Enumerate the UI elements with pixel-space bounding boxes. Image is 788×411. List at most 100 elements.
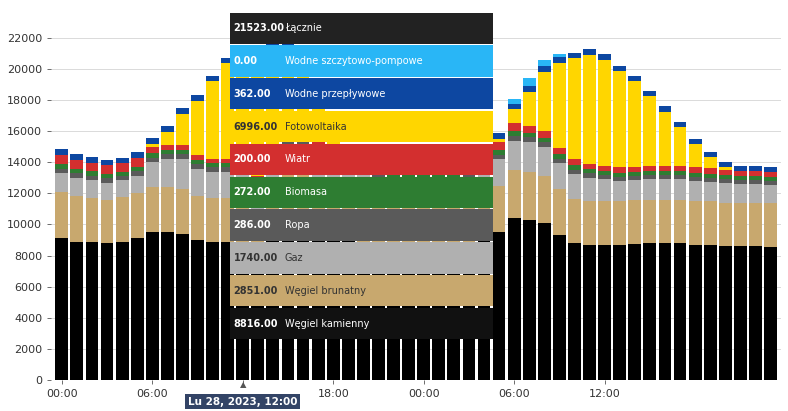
Bar bbox=[689, 167, 701, 173]
FancyBboxPatch shape bbox=[230, 275, 492, 306]
Bar bbox=[236, 171, 249, 199]
Bar bbox=[507, 99, 521, 104]
Text: ▲: ▲ bbox=[240, 380, 246, 389]
Bar bbox=[101, 166, 113, 174]
Bar bbox=[568, 165, 581, 169]
Bar bbox=[613, 173, 626, 177]
Bar bbox=[266, 48, 279, 153]
Bar bbox=[749, 203, 762, 246]
Bar bbox=[522, 133, 536, 137]
Bar bbox=[749, 246, 762, 380]
Bar bbox=[538, 175, 551, 223]
Bar bbox=[492, 159, 505, 186]
Bar bbox=[553, 236, 566, 380]
Bar bbox=[507, 123, 521, 131]
Bar bbox=[448, 178, 460, 182]
Bar bbox=[296, 130, 310, 134]
Bar bbox=[116, 242, 128, 380]
Bar bbox=[719, 246, 732, 380]
Bar bbox=[55, 192, 69, 238]
Bar bbox=[372, 200, 385, 243]
Text: Węgiel kamienny: Węgiel kamienny bbox=[284, 319, 369, 328]
Bar bbox=[281, 45, 295, 131]
Bar bbox=[613, 71, 626, 167]
Text: Fotowoltaika: Fotowoltaika bbox=[284, 122, 347, 132]
FancyBboxPatch shape bbox=[230, 177, 492, 208]
Bar bbox=[674, 166, 686, 171]
Bar bbox=[538, 72, 551, 131]
Bar bbox=[478, 146, 490, 152]
Bar bbox=[492, 232, 505, 380]
Bar bbox=[538, 223, 551, 380]
Bar bbox=[418, 179, 430, 183]
Bar bbox=[281, 134, 295, 139]
Bar bbox=[236, 46, 249, 51]
Bar bbox=[507, 170, 521, 218]
Text: 2851.00: 2851.00 bbox=[234, 286, 278, 296]
Text: 362.00: 362.00 bbox=[234, 89, 271, 99]
Bar bbox=[342, 238, 355, 380]
Bar bbox=[478, 162, 490, 166]
Bar bbox=[538, 142, 551, 147]
Bar bbox=[659, 179, 671, 200]
Bar bbox=[387, 202, 400, 245]
Bar bbox=[553, 163, 566, 189]
Bar bbox=[101, 174, 113, 178]
Bar bbox=[764, 185, 777, 203]
Bar bbox=[70, 160, 84, 169]
Bar bbox=[251, 175, 264, 179]
Bar bbox=[507, 136, 521, 141]
Bar bbox=[342, 146, 355, 152]
Bar bbox=[553, 154, 566, 159]
Bar bbox=[418, 158, 430, 164]
Bar bbox=[568, 169, 581, 174]
Bar bbox=[538, 131, 551, 138]
Text: Gaz: Gaz bbox=[284, 253, 303, 263]
Bar bbox=[191, 159, 204, 164]
Bar bbox=[433, 183, 445, 202]
Bar bbox=[86, 175, 98, 180]
Bar bbox=[402, 182, 415, 202]
Bar bbox=[236, 199, 249, 243]
Bar bbox=[764, 172, 777, 177]
Bar bbox=[131, 238, 143, 380]
Bar bbox=[131, 175, 143, 194]
Bar bbox=[507, 218, 521, 380]
Text: 272.00: 272.00 bbox=[234, 187, 271, 197]
Bar bbox=[719, 183, 732, 203]
Bar bbox=[161, 232, 173, 380]
Text: 200.00: 200.00 bbox=[234, 155, 271, 164]
Bar bbox=[433, 245, 445, 380]
Bar bbox=[674, 127, 686, 166]
Bar bbox=[221, 159, 234, 163]
Bar bbox=[312, 148, 325, 153]
Bar bbox=[583, 173, 596, 178]
Bar bbox=[357, 166, 370, 171]
Bar bbox=[448, 162, 460, 173]
Bar bbox=[296, 62, 310, 68]
Bar bbox=[146, 158, 158, 162]
Bar bbox=[492, 155, 505, 159]
Bar bbox=[86, 180, 98, 198]
Bar bbox=[659, 243, 671, 380]
Bar bbox=[327, 155, 340, 159]
Bar bbox=[266, 165, 279, 190]
Bar bbox=[689, 245, 701, 380]
Bar bbox=[372, 159, 385, 169]
Bar bbox=[598, 166, 611, 171]
FancyBboxPatch shape bbox=[230, 144, 492, 175]
Bar bbox=[628, 176, 641, 180]
Bar bbox=[281, 220, 295, 380]
Bar bbox=[402, 157, 415, 163]
Bar bbox=[674, 175, 686, 179]
Bar bbox=[689, 144, 701, 167]
Bar bbox=[146, 187, 158, 232]
Bar bbox=[86, 163, 98, 171]
Bar bbox=[357, 171, 370, 175]
Bar bbox=[553, 54, 566, 57]
Bar bbox=[281, 139, 295, 144]
Bar bbox=[448, 201, 460, 244]
Bar bbox=[70, 196, 84, 242]
Bar bbox=[251, 187, 264, 210]
Bar bbox=[251, 252, 264, 380]
